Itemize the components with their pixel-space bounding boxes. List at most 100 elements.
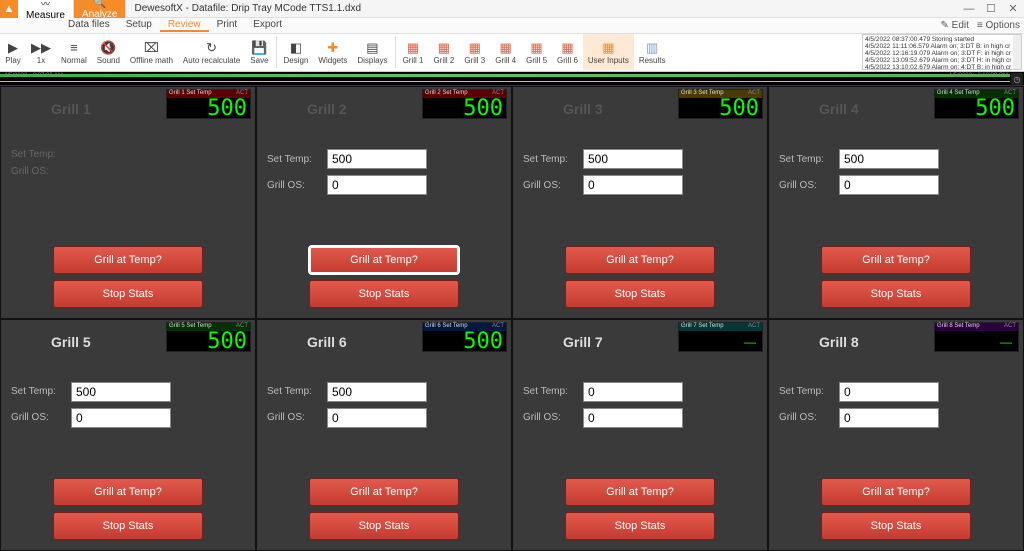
- window-close[interactable]: ✕: [1002, 0, 1024, 18]
- menu-data-files[interactable]: Data files: [60, 19, 118, 32]
- options-link[interactable]: ≡ Options: [977, 20, 1020, 31]
- play-label: Play: [5, 56, 21, 65]
- g3-icon: ▦: [469, 40, 481, 56]
- grill-5-at-temp-button[interactable]: Grill at Temp?: [53, 478, 203, 506]
- design-icon: ◧: [290, 40, 302, 56]
- window-maximize[interactable]: ☐: [980, 0, 1002, 18]
- grill-5-grill-os-input[interactable]: [71, 408, 171, 428]
- grill-3-stop-stats-button[interactable]: Stop Stats: [565, 280, 715, 308]
- grill-7-readout-value: —: [679, 331, 762, 353]
- tab-analyze[interactable]: 🔍 Analyze: [74, 0, 127, 18]
- userinputs-label: User Inputs: [588, 56, 629, 65]
- grill-7-at-temp-button[interactable]: Grill at Temp?: [565, 478, 715, 506]
- grill-8-at-temp-button[interactable]: Grill at Temp?: [821, 478, 971, 506]
- ribbon-displays[interactable]: ▤Displays: [352, 34, 392, 70]
- grill-7-set-temp-input[interactable]: [583, 382, 683, 402]
- grill-5-set-temp-input[interactable]: [71, 382, 171, 402]
- ribbon-g6[interactable]: ▦Grill 6: [552, 34, 583, 70]
- grill-2-set-temp-input[interactable]: [327, 149, 427, 169]
- play-icon: ▶: [8, 40, 18, 56]
- grill-8-readout-value: —: [935, 331, 1018, 353]
- grill-6-at-temp-button[interactable]: Grill at Temp?: [309, 478, 459, 506]
- grill-7-stop-stats-button[interactable]: Stop Stats: [565, 512, 715, 540]
- grill-2-grill-os-input[interactable]: [327, 175, 427, 195]
- grill-8-grill-os-input[interactable]: [839, 408, 939, 428]
- ribbon-results[interactable]: ▥Results: [634, 34, 671, 70]
- menu-review[interactable]: Review: [160, 19, 209, 32]
- grill-os-label: Grill OS:: [267, 412, 327, 423]
- readout-title: Grill 2 Set Temp: [425, 90, 468, 98]
- grill-3-at-temp-button[interactable]: Grill at Temp?: [565, 246, 715, 274]
- grill-3-grill-os-input[interactable]: [583, 175, 683, 195]
- grill-1-readout: Grill 1 Set TempACT500: [166, 89, 251, 119]
- grill-os-label: Grill OS:: [779, 180, 839, 191]
- menu-bar: Data filesSetupReviewPrintExport ✎ Edit …: [0, 18, 1024, 34]
- ribbon-sound[interactable]: 🔇Sound: [92, 34, 125, 70]
- grill-8-set-temp-input[interactable]: [839, 382, 939, 402]
- grill-6-set-temp-input[interactable]: [327, 382, 427, 402]
- grill-4-set-temp-input[interactable]: [839, 149, 939, 169]
- grill-1-stop-stats-button[interactable]: Stop Stats: [53, 280, 203, 308]
- normal-icon: ≡: [70, 40, 78, 56]
- grill-3-set-temp-input[interactable]: [583, 149, 683, 169]
- g2-label: Grill 2: [433, 56, 454, 65]
- sound-label: Sound: [97, 56, 120, 65]
- timeline-end-label: 4/5/2022 - 2:10:38 PM: [949, 73, 1008, 79]
- grill-6-readout-value: 500: [423, 331, 506, 353]
- grill-4-panel: Grill 4 Set TempACT500Grill 4Set Temp:Gr…: [768, 86, 1024, 319]
- grill-6-grill-os-input[interactable]: [327, 408, 427, 428]
- grill-7-grill-os-input[interactable]: [583, 408, 683, 428]
- event-log[interactable]: 4/5/2022 08:37:00.479 Storing started4/5…: [862, 34, 1022, 70]
- menu-print[interactable]: Print: [209, 19, 246, 32]
- grill-1-at-temp-button[interactable]: Grill at Temp?: [53, 246, 203, 274]
- grill-8-stop-stats-button[interactable]: Stop Stats: [821, 512, 971, 540]
- grill-4-stop-stats-button[interactable]: Stop Stats: [821, 280, 971, 308]
- recalc-icon: ↻: [206, 40, 217, 56]
- timeline[interactable]: 4/5/2022 - 8:37:00 AM 4/5/2022 - 2:10:38…: [0, 72, 1024, 86]
- grill-2-panel: Grill 2 Set TempACT500Grill 2Set Temp:Gr…: [256, 86, 512, 319]
- ribbon-userinputs[interactable]: ▦User Inputs: [583, 34, 634, 70]
- ribbon-design[interactable]: ◧Design: [279, 34, 314, 70]
- ribbon-g4[interactable]: ▦Grill 4: [490, 34, 521, 70]
- tab-measure[interactable]: 〰 Measure: [18, 0, 74, 18]
- ribbon-g3[interactable]: ▦Grill 3: [459, 34, 490, 70]
- set-temp-label: Set Temp:: [779, 386, 839, 397]
- grill-5-readout: Grill 5 Set TempACT500: [166, 322, 251, 352]
- grill-2-stop-stats-button[interactable]: Stop Stats: [309, 280, 459, 308]
- speed-icon: ▶▶: [31, 40, 51, 56]
- grill-8-panel: Grill 8 Set TempACT—Grill 8Set Temp:Gril…: [768, 319, 1024, 551]
- g2-icon: ▦: [438, 40, 450, 56]
- normal-label: Normal: [61, 56, 87, 65]
- log-line: 4/5/2022 08:37:00.479 Storing started: [865, 36, 1011, 43]
- readout-title: Grill 3 Set Temp: [681, 90, 724, 98]
- grill-1-panel: Grill 1 Set TempACT500Grill 1Set Temp:Gr…: [0, 86, 256, 319]
- offline-label: Offline math: [130, 56, 173, 65]
- window-minimize[interactable]: —: [958, 0, 980, 18]
- ribbon-g2[interactable]: ▦Grill 2: [428, 34, 459, 70]
- ribbon-recalc[interactable]: ↻Auto recalculate: [178, 34, 245, 70]
- grill-5-stop-stats-button[interactable]: Stop Stats: [53, 512, 203, 540]
- ribbon-widgets[interactable]: ✚Widgets: [313, 34, 352, 70]
- ribbon-play[interactable]: ▶Play: [0, 34, 26, 70]
- menu-setup[interactable]: Setup: [118, 19, 160, 32]
- clock-icon[interactable]: ◷: [1011, 73, 1023, 85]
- log-scrollbar[interactable]: [1013, 35, 1021, 69]
- ribbon-save[interactable]: 💾Save: [245, 34, 273, 70]
- grill-4-at-temp-button[interactable]: Grill at Temp?: [821, 246, 971, 274]
- ribbon-speed[interactable]: ▶▶1x: [26, 34, 56, 70]
- set-temp-label: Set Temp:: [11, 149, 71, 160]
- menu-export[interactable]: Export: [245, 19, 290, 32]
- grill-2-at-temp-button[interactable]: Grill at Temp?: [309, 246, 459, 274]
- edit-link[interactable]: ✎ Edit: [941, 20, 969, 31]
- grill-4-readout: Grill 4 Set TempACT500: [934, 89, 1019, 119]
- ribbon-g1[interactable]: ▦Grill 1: [398, 34, 429, 70]
- ribbon-offline[interactable]: ⌧Offline math: [125, 34, 178, 70]
- ribbon-g5[interactable]: ▦Grill 5: [521, 34, 552, 70]
- grill-os-label: Grill OS:: [267, 180, 327, 191]
- readout-title: Grill 8 Set Temp: [937, 323, 980, 331]
- grill-4-grill-os-input[interactable]: [839, 175, 939, 195]
- grill-6-stop-stats-button[interactable]: Stop Stats: [309, 512, 459, 540]
- recalc-label: Auto recalculate: [183, 56, 240, 65]
- grill-5-readout-value: 500: [167, 331, 250, 353]
- ribbon-normal[interactable]: ≡Normal: [56, 34, 92, 70]
